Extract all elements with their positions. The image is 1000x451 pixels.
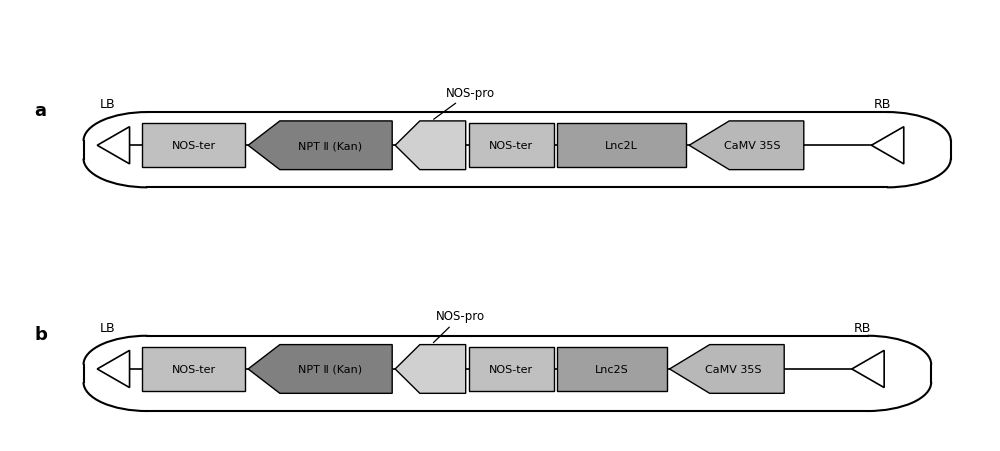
Text: RB: RB — [854, 321, 871, 334]
Text: Lnc2S: Lnc2S — [595, 364, 629, 374]
Text: NOS-ter: NOS-ter — [172, 364, 216, 374]
Polygon shape — [97, 127, 130, 165]
Text: RB: RB — [874, 97, 891, 110]
Polygon shape — [97, 350, 130, 388]
Text: NOS-ter: NOS-ter — [489, 141, 533, 151]
Text: LB: LB — [100, 321, 116, 334]
Text: LB: LB — [100, 97, 116, 110]
Polygon shape — [395, 122, 466, 170]
Polygon shape — [852, 350, 884, 388]
Text: NOS-ter: NOS-ter — [489, 364, 533, 374]
Polygon shape — [248, 122, 392, 170]
Bar — [142, 347, 245, 391]
Bar — [557, 347, 667, 391]
Text: CaMV 35S: CaMV 35S — [705, 364, 761, 374]
Polygon shape — [670, 345, 784, 393]
Bar — [469, 347, 554, 391]
Polygon shape — [689, 122, 804, 170]
Text: NOS-pro: NOS-pro — [434, 87, 495, 120]
Polygon shape — [395, 345, 466, 393]
Text: NOS-ter: NOS-ter — [172, 141, 216, 151]
Bar — [142, 124, 245, 168]
Text: NOS-pro: NOS-pro — [433, 310, 485, 343]
Polygon shape — [871, 127, 904, 165]
Text: b: b — [34, 325, 47, 343]
Bar — [469, 124, 554, 168]
Text: a: a — [34, 101, 46, 120]
Text: NPT Ⅱ (Kan): NPT Ⅱ (Kan) — [298, 364, 362, 374]
Text: NPT Ⅱ (Kan): NPT Ⅱ (Kan) — [298, 141, 362, 151]
Bar — [557, 124, 686, 168]
Text: Lnc2L: Lnc2L — [605, 141, 638, 151]
Text: CaMV 35S: CaMV 35S — [724, 141, 781, 151]
Polygon shape — [248, 345, 392, 393]
